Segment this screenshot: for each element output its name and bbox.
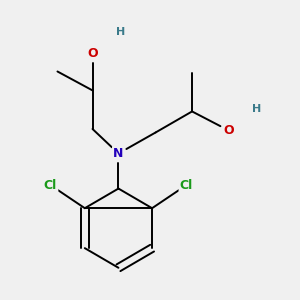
- Text: Cl: Cl: [44, 178, 57, 192]
- Text: N: N: [113, 147, 124, 160]
- Text: O: O: [223, 124, 234, 137]
- Text: Cl: Cl: [180, 178, 193, 192]
- Text: H: H: [252, 104, 261, 114]
- Text: H: H: [116, 27, 125, 37]
- Text: O: O: [87, 47, 98, 61]
